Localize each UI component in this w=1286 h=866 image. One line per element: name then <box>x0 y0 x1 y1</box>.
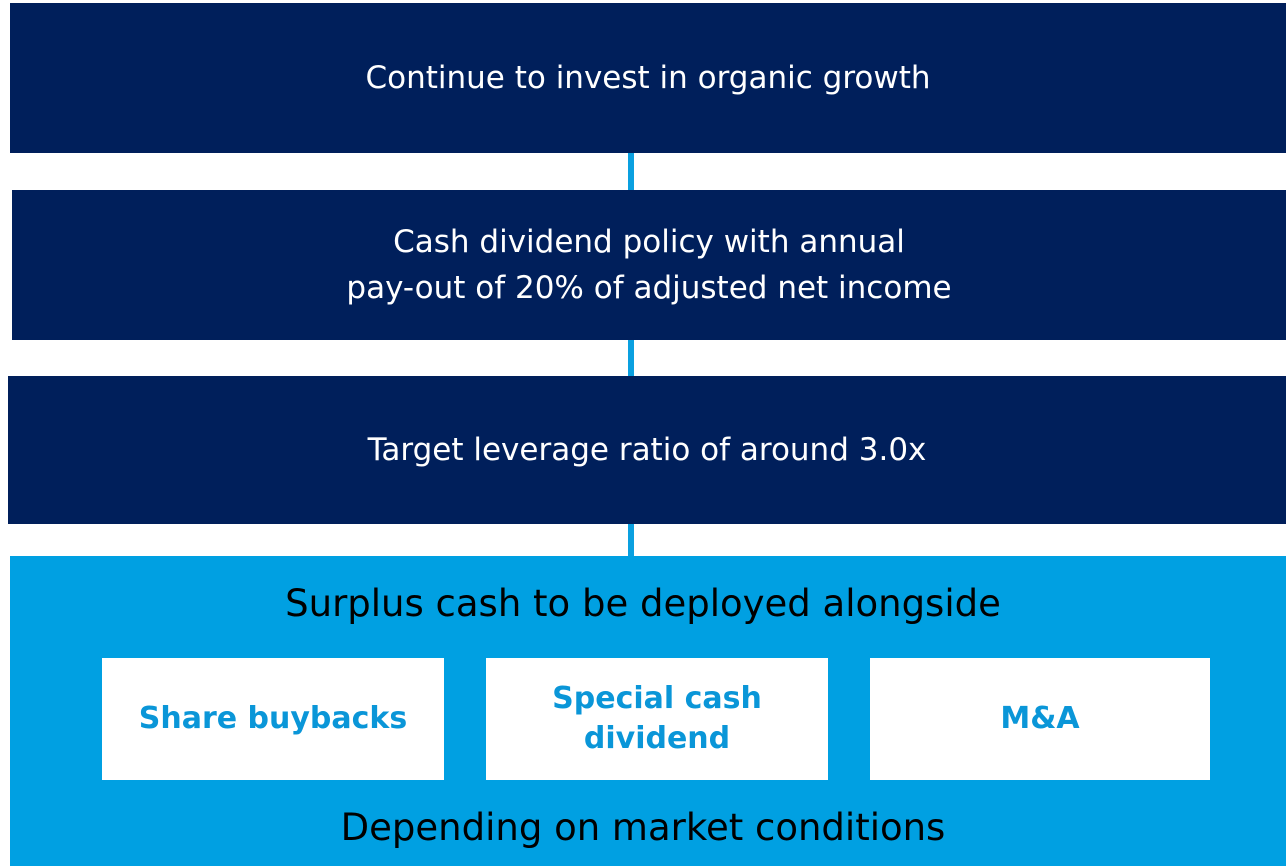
connector <box>628 339 634 377</box>
text-line: Cash dividend policy with annual <box>393 224 905 260</box>
text-line: Target leverage ratio of around 3.0x <box>367 432 927 468</box>
option-box: M&A <box>870 658 1210 780</box>
step-box: Target leverage ratio of around 3.0x <box>8 376 1286 524</box>
step-box: Continue to invest in organic growth <box>10 3 1286 153</box>
text-line: Continue to invest in organic growth <box>365 60 931 96</box>
connector <box>628 153 634 191</box>
text-line: dividend <box>583 721 731 756</box>
text-line: Special cash <box>552 681 762 716</box>
step-box: Cash dividend policy with annual pay-out … <box>12 190 1286 340</box>
option-box: Special cash dividend <box>486 658 828 780</box>
text-line: Share buybacks <box>138 701 408 736</box>
surplus-footer: Depending on market conditions <box>340 806 946 849</box>
connector <box>628 524 634 558</box>
text-line: M&A <box>1000 701 1080 736</box>
option-box: Share buybacks <box>102 658 444 780</box>
surplus-title: Surplus cash to be deployed alongside <box>285 582 1001 625</box>
text-line: pay-out of 20% of adjusted net income <box>346 270 952 306</box>
